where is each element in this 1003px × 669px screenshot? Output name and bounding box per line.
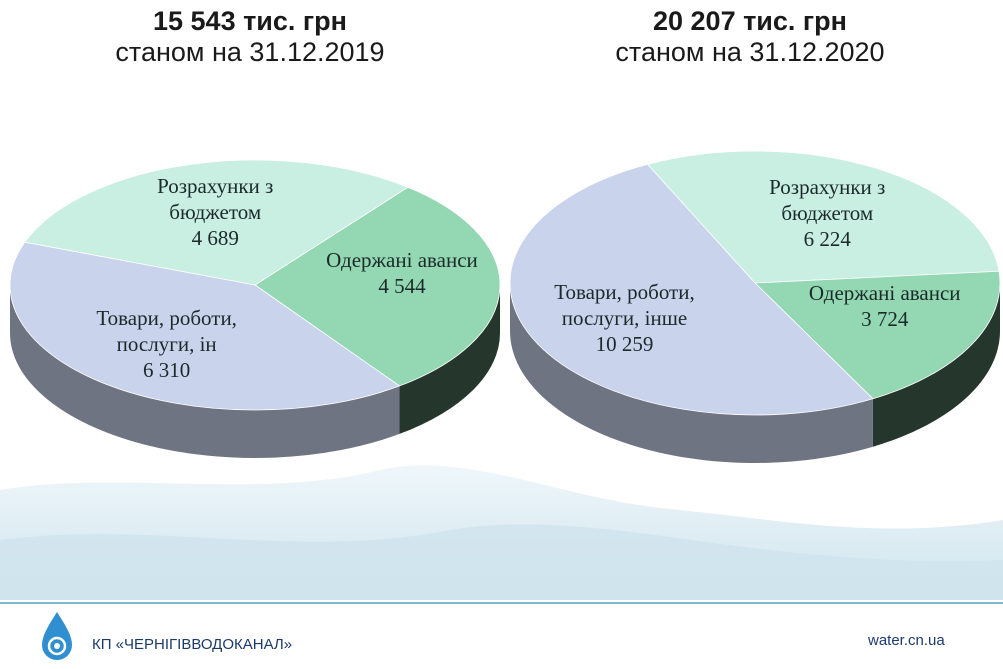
value-label: 4 544 (378, 273, 426, 298)
value-label: 10 259 (595, 332, 654, 357)
value-label: 6 224 (803, 227, 851, 252)
slice-side (10, 285, 400, 458)
slice-label: Розрахунки з бюджетом 6 224 (742, 174, 912, 252)
site: water.cn.ua (868, 632, 945, 649)
slice (9, 241, 401, 411)
category-label: Одержані аванси (326, 247, 478, 272)
logo (42, 612, 72, 660)
category-label: Товари, роботи, послуги, інше (554, 280, 695, 331)
slice (254, 186, 501, 387)
pie (9, 159, 501, 458)
category-label: Одержані аванси (808, 281, 961, 306)
slice-label: Товари, роботи, послуги, ін 6 310 (82, 305, 252, 383)
value-label: 6 310 (143, 357, 191, 382)
pie (509, 150, 1001, 464)
slice-label: Одержані аванси 4 544 (317, 247, 487, 299)
chart-title: 15 543 тис. грн (153, 6, 347, 36)
slice-side (872, 283, 1000, 447)
chart-subtitle: станом на 31.12.2019 (115, 37, 385, 67)
slice (24, 159, 409, 286)
category-label: Розрахунки з бюджетом (769, 175, 886, 226)
slice-label: Одержані аванси 3 724 (800, 280, 970, 332)
slice (754, 270, 1001, 400)
company: КП «ЧЕРНІГІВВОДОКАНАЛ» (92, 636, 293, 653)
category-label: Товари, роботи, послуги, ін (96, 305, 237, 356)
slice-label: Товари, роботи, послуги, інше 10 259 (539, 279, 709, 357)
slice-side (510, 283, 873, 464)
chart-title-block: 15 543 тис. грн станом на 31.12.2019 (0, 6, 500, 68)
chart-title-block: 20 207 тис. грн станом на 31.12.2020 (500, 6, 1000, 68)
slice-label: Розрахунки з бюджетом 4 689 (130, 173, 300, 251)
value-label: 3 724 (861, 307, 909, 332)
value-label: 4 689 (191, 225, 239, 250)
chart-subtitle: станом на 31.12.2020 (615, 37, 885, 67)
slice (509, 163, 874, 416)
slice-side (399, 285, 500, 434)
category-label: Розрахунки з бюджетом (157, 173, 274, 224)
chart-title: 20 207 тис. грн (653, 6, 847, 36)
water-decor (0, 524, 1003, 600)
slice (646, 150, 1000, 284)
